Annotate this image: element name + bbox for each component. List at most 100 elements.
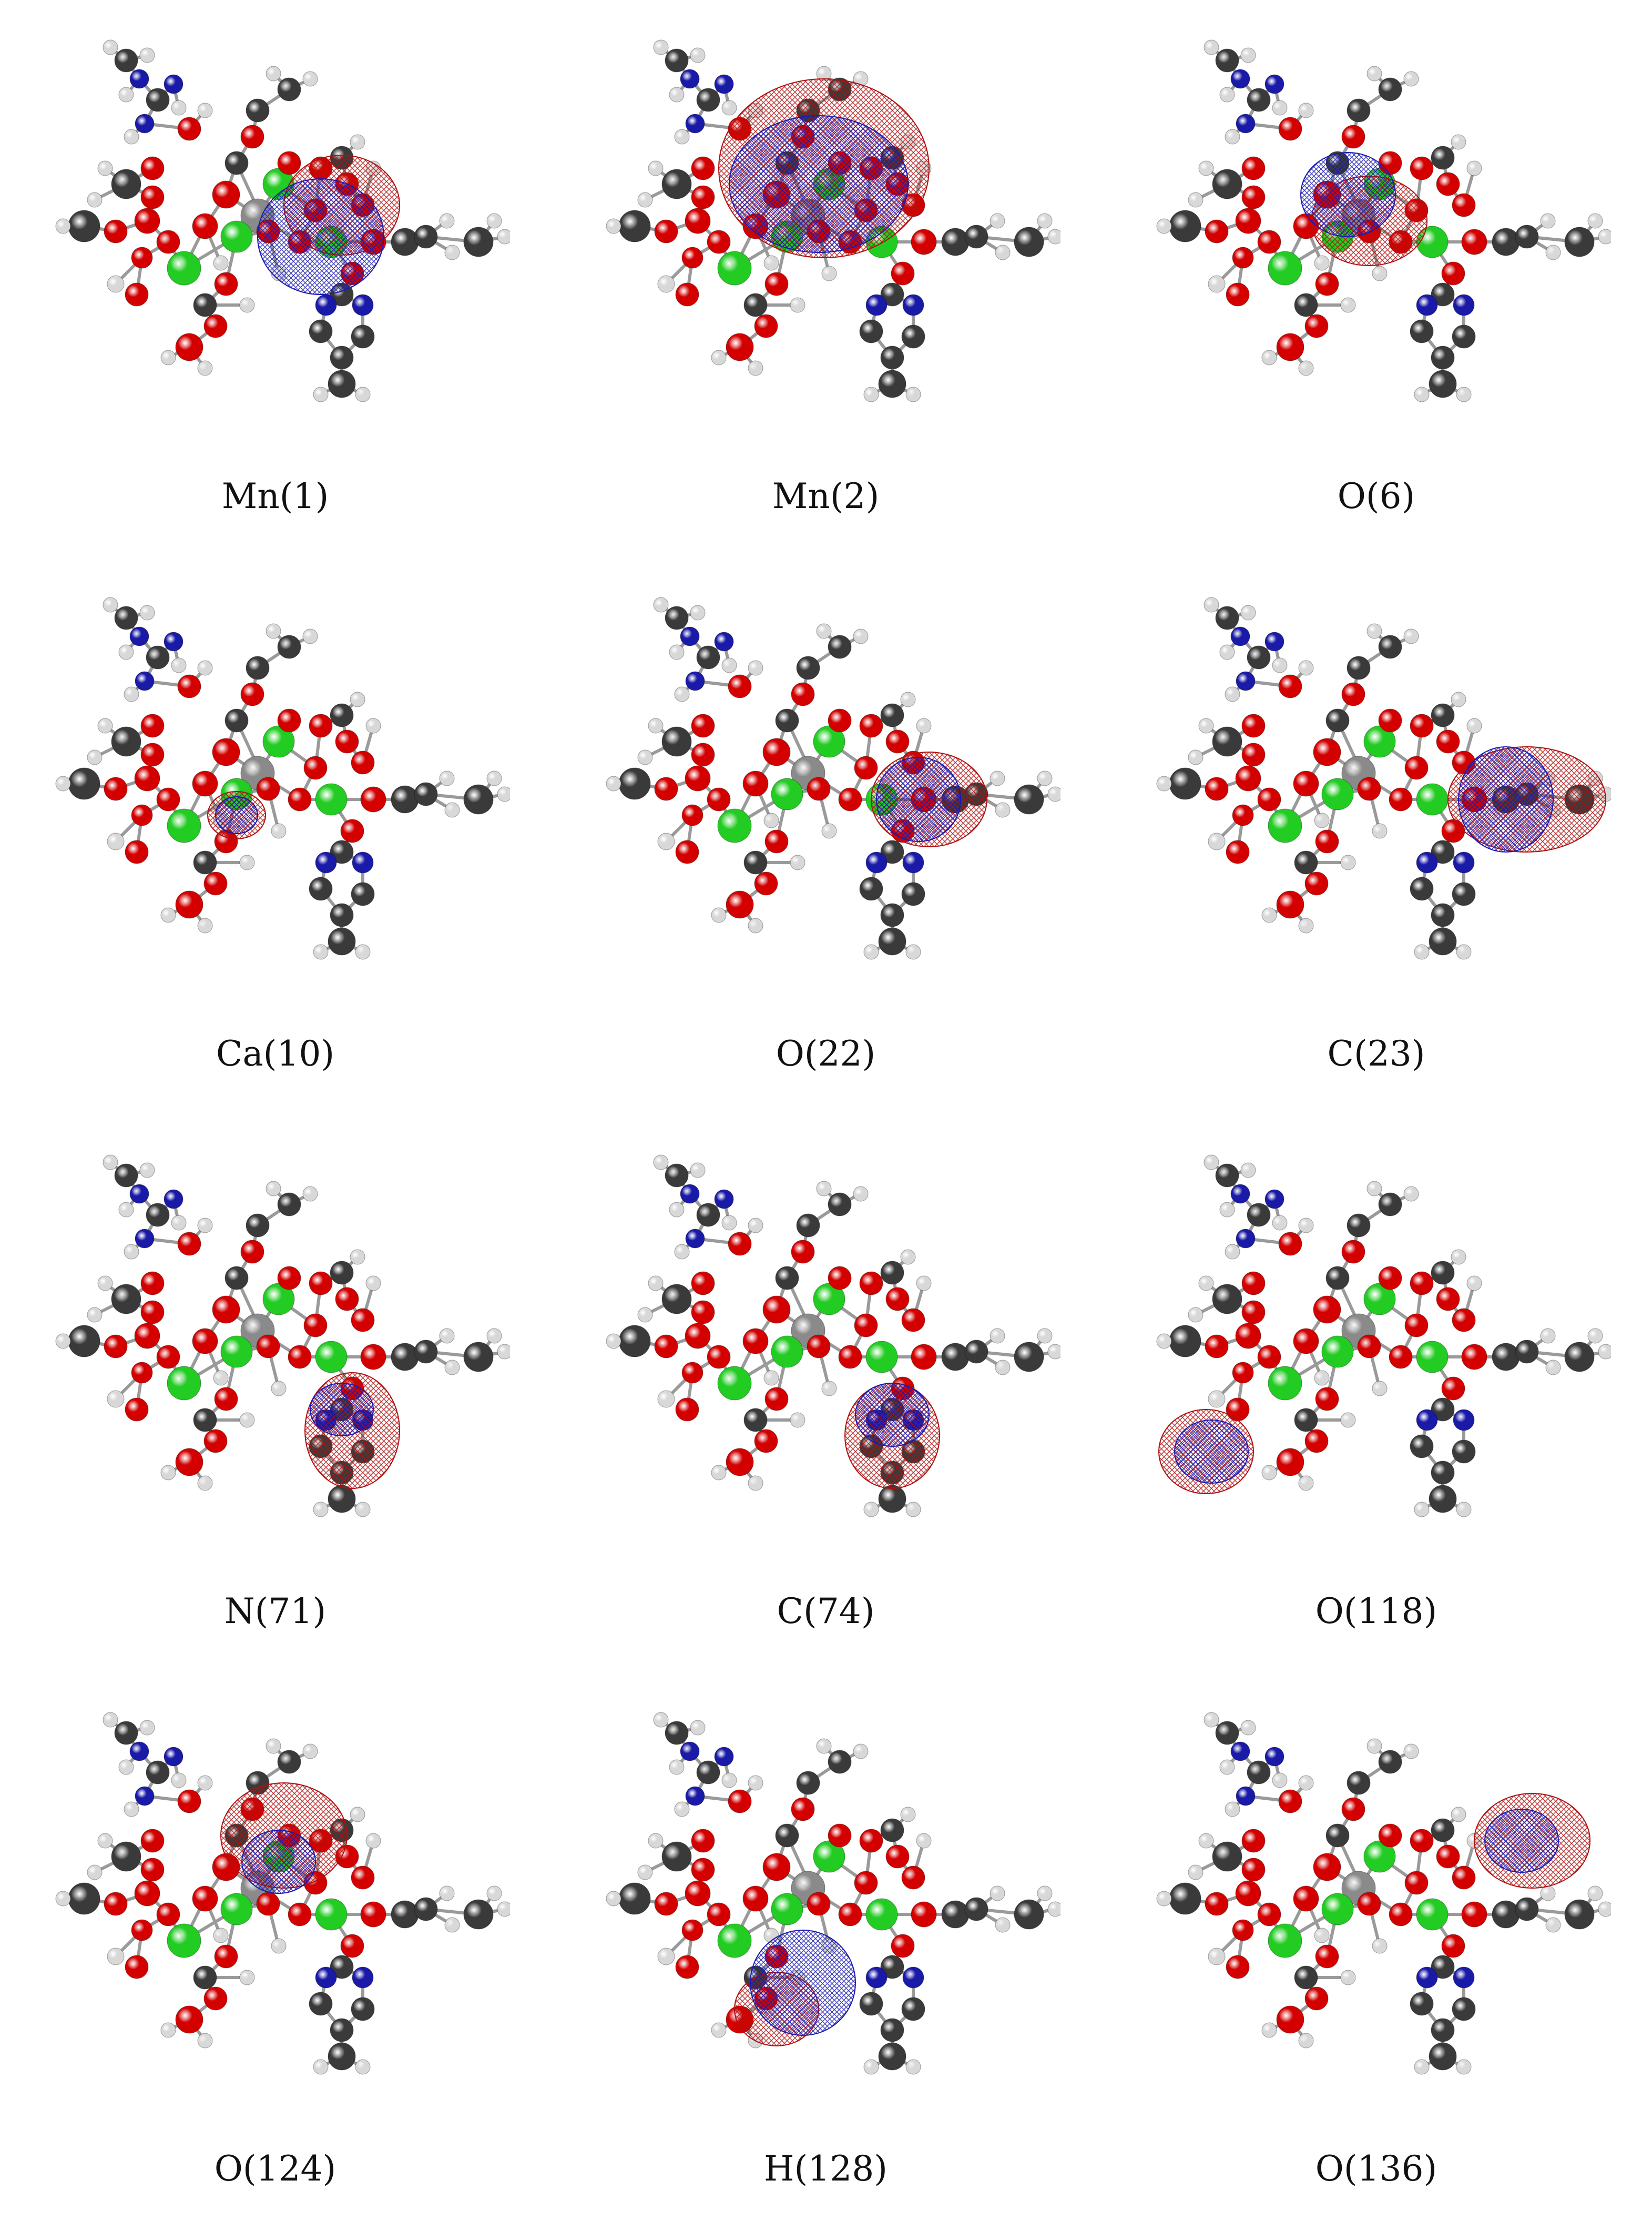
atom-o [177, 674, 201, 698]
atom-h [1047, 786, 1060, 802]
atom-c [878, 927, 906, 956]
atom-h [690, 47, 706, 63]
atom-o [1226, 840, 1250, 864]
molecule-structure [55, 597, 510, 960]
atom-o [1389, 1902, 1413, 1926]
atom-h [1298, 918, 1314, 934]
atom-h [139, 1162, 155, 1178]
atom-c [277, 77, 301, 102]
isosurface-negative [310, 1383, 374, 1436]
atom-o [1257, 1345, 1281, 1369]
atom-h [669, 1759, 685, 1775]
atom-ca [1268, 251, 1302, 286]
atom-c [1378, 635, 1402, 659]
atom-ca [167, 251, 201, 286]
atom-o [691, 156, 715, 180]
atom-c [68, 1882, 100, 1915]
atom-h [197, 1218, 213, 1233]
atom-o [214, 1387, 238, 1411]
molecule-structure [606, 39, 1060, 402]
atom-h [1240, 1720, 1256, 1736]
atom-c [225, 708, 249, 733]
atom-n [865, 1966, 888, 1989]
atom-o [1304, 1986, 1329, 2011]
atom-c [661, 726, 692, 757]
atom-c [1431, 282, 1455, 307]
atom-o [240, 1240, 264, 1264]
atom-o [681, 804, 703, 826]
atom-h [444, 1917, 460, 1933]
atom-ca [771, 1893, 803, 1925]
atom-h [97, 1275, 113, 1291]
atom-o [807, 777, 831, 801]
atom-o [691, 185, 715, 209]
atom-c [1014, 784, 1044, 815]
atom-h [197, 1775, 213, 1791]
atom-h [1403, 628, 1419, 644]
atom-o [1436, 1844, 1460, 1869]
atom-h [1451, 1807, 1466, 1822]
atom-h [657, 833, 675, 850]
atom-o [1241, 1271, 1266, 1295]
atom-h [905, 944, 921, 960]
atom-o [1235, 1323, 1261, 1349]
panel-caption: Mn(1) [221, 476, 329, 516]
atom-ca [1268, 1923, 1302, 1958]
atom-h [1240, 1162, 1256, 1178]
atom-ca [167, 808, 201, 843]
atom-o [1241, 714, 1266, 738]
atom-h [197, 1475, 213, 1491]
atom-c [114, 606, 138, 630]
atom-c [1169, 1882, 1201, 1915]
atom-ca [167, 1366, 201, 1401]
atom-o [175, 890, 203, 919]
atom-h [197, 360, 213, 376]
atom-h [863, 387, 879, 402]
atom-c [880, 282, 904, 307]
atom-o [1226, 1955, 1250, 1979]
atom-c [1378, 1192, 1402, 1216]
atom-h [1314, 813, 1330, 828]
atom-c [463, 1899, 494, 1930]
atom-h [444, 1360, 460, 1375]
atom-o [156, 1902, 180, 1926]
atom-o [1241, 1300, 1266, 1324]
atom-c [1215, 48, 1239, 73]
atom-c [1347, 656, 1371, 680]
atom-c [1429, 2042, 1457, 2071]
atom-o [742, 1885, 769, 1912]
atom-ca [315, 783, 348, 816]
atom-h [1261, 1465, 1277, 1480]
atom-c [1492, 228, 1520, 256]
atom-c [1294, 1408, 1318, 1432]
atom-h [1598, 1901, 1611, 1917]
atom-n [315, 294, 337, 316]
atom-h [1198, 160, 1214, 176]
atom-o [1278, 1789, 1302, 1813]
atom-h [1367, 623, 1382, 639]
atom-ca [167, 1923, 201, 1958]
atom-c [796, 656, 820, 680]
atom-h [313, 944, 329, 960]
atom-n [1453, 1409, 1475, 1431]
atom-n [1265, 1747, 1284, 1767]
atom-n [164, 1189, 183, 1209]
atom-h [87, 1307, 103, 1323]
atom-h [213, 1370, 229, 1386]
atom-h [1156, 776, 1172, 792]
atom-h [1587, 1328, 1603, 1344]
atom-o [288, 1902, 312, 1926]
atom-h [1208, 275, 1226, 293]
atom-c [1431, 1461, 1455, 1485]
panel-caption: H(128) [763, 2148, 888, 2189]
atom-o [1257, 787, 1281, 812]
atom-o [1293, 770, 1319, 797]
atom-c [901, 882, 925, 906]
atom-h [160, 350, 176, 366]
isosurface-negative [729, 115, 909, 253]
atom-h [55, 218, 71, 234]
atom-h [486, 770, 502, 786]
atom-c [1294, 1965, 1318, 1990]
atom-h [1204, 1712, 1219, 1728]
atom-h [1240, 47, 1256, 63]
